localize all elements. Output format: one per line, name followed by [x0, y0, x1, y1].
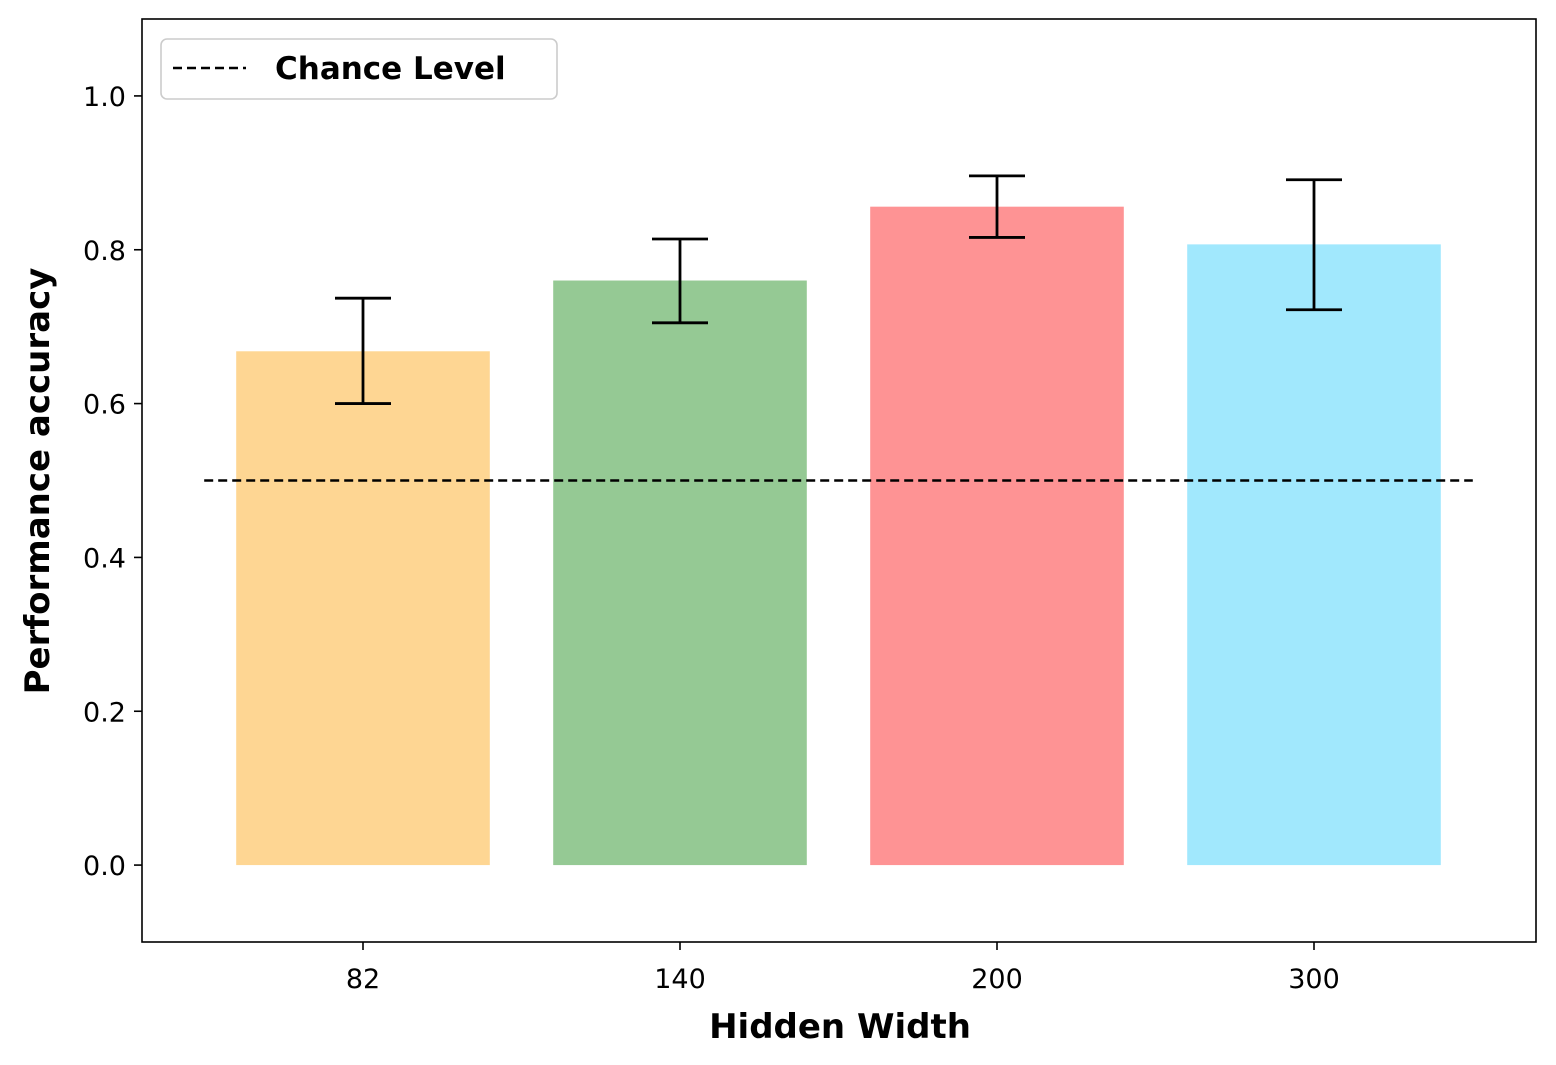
- legend-label-chance-level: Chance Level: [275, 51, 506, 87]
- x-tick-label: 140: [654, 964, 706, 995]
- x-tick-label: 82: [346, 964, 380, 995]
- x-axis-title: Hidden Width: [709, 1007, 971, 1047]
- legend: Chance Level: [160, 38, 558, 100]
- y-tick-label: 0.0: [83, 851, 126, 882]
- x-tick-label: 300: [1288, 964, 1340, 995]
- y-tick-label: 0.8: [83, 236, 126, 267]
- plot-frame: [141, 18, 1537, 943]
- bar-300: [1187, 244, 1441, 866]
- y-axis: 0.0 0.2 0.4 0.6 0.8 1.0: [83, 82, 142, 882]
- bar-82: [236, 351, 490, 866]
- y-tick-label: 0.4: [83, 543, 126, 574]
- error-bar-200: [969, 174, 1025, 239]
- bar-200: [870, 206, 1124, 866]
- error-bar-300: [1286, 178, 1342, 312]
- plot-area: [204, 174, 1473, 866]
- legend-box: [160, 38, 558, 100]
- y-axis-title: Performance accuracy: [18, 268, 58, 695]
- x-tick-label: 200: [971, 964, 1023, 995]
- bar-140: [553, 280, 807, 866]
- error-bar-82: [335, 296, 391, 405]
- error-bar-140: [652, 237, 708, 325]
- y-tick-label: 1.0: [83, 82, 126, 113]
- x-axis: 82 140 200 300: [346, 942, 1340, 995]
- y-tick-label: 0.6: [83, 390, 126, 421]
- y-tick-label: 0.2: [83, 697, 126, 728]
